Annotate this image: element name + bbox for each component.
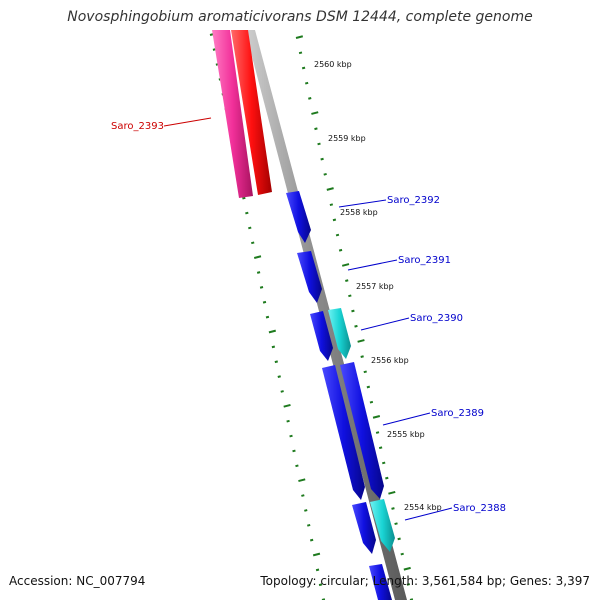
scale-tick — [388, 490, 396, 495]
gene-features — [212, 30, 395, 600]
scale-tick — [253, 255, 262, 259]
scale-tick — [385, 476, 389, 480]
scale-tick — [332, 218, 337, 222]
scale-tick — [357, 339, 365, 343]
scale-tick — [369, 400, 374, 404]
scale-tick — [304, 81, 309, 85]
scale-tick — [317, 142, 321, 146]
scale-tick — [271, 345, 276, 349]
scale-tick — [256, 271, 261, 274]
scale-tick — [268, 329, 276, 334]
scale-tick — [318, 583, 323, 587]
scale-tick — [329, 203, 334, 207]
scale-labels: 2560 kbp 2559 kbp 2558 kbp 2557 kbp 2556… — [314, 60, 442, 512]
scale-tick — [354, 324, 358, 328]
scale-tick — [262, 300, 267, 304]
gene-label-saro-2390[interactable]: Saro_2390 — [410, 313, 463, 324]
scale-label: 2557 kbp — [356, 282, 394, 291]
scale-tick — [338, 248, 343, 252]
gene-arrow-saro-2388[interactable] — [370, 499, 395, 552]
scale-tick — [397, 537, 401, 541]
scale-tick — [280, 390, 284, 393]
scale-tick — [251, 241, 255, 245]
gene-label-leaders — [163, 117, 453, 521]
scale-tick — [351, 309, 355, 313]
scale-label: 2558 kbp — [340, 208, 378, 217]
scale-tick — [403, 566, 411, 571]
scale-tick — [265, 315, 270, 319]
gene-labels: Saro_2393 Saro_2392 Saro_2391 Saro_2390 … — [111, 121, 506, 514]
scale-tick — [341, 263, 350, 267]
gene-label-saro-2388[interactable]: Saro_2388 — [453, 503, 506, 514]
scale-tick — [309, 538, 314, 542]
genome-summary-text: Topology: circular; Length: 3,561,584 bp… — [260, 574, 590, 588]
scale-tick — [308, 97, 312, 100]
scale-tick — [372, 415, 381, 419]
scale-tick — [295, 35, 304, 39]
gene-label-saro-2391[interactable]: Saro_2391 — [398, 255, 451, 266]
scale-tick — [311, 111, 319, 115]
scale-tick — [292, 449, 296, 453]
scale-tick — [314, 127, 318, 131]
scale-tick — [283, 403, 291, 408]
scale-label: 2554 kbp — [404, 503, 442, 512]
gene-arrow-saro-2392[interactable] — [286, 191, 311, 243]
scale-tick — [378, 446, 383, 450]
scale-tick — [382, 461, 386, 465]
gene-arrow-saro-2389[interactable] — [340, 362, 384, 499]
scale-tick — [301, 494, 305, 497]
scale-tick — [245, 211, 249, 215]
scale-label: 2555 kbp — [387, 430, 425, 439]
scale-tick — [298, 478, 306, 483]
scale-tick — [360, 355, 364, 358]
scale-tick — [242, 196, 246, 200]
gene-arrow-saro-2390[interactable] — [328, 308, 351, 359]
genome-title: Novosphingobium aromaticivorans DSM 1244… — [67, 9, 533, 25]
scale-tick — [320, 157, 324, 161]
scale-tick — [315, 568, 320, 572]
gene-arrow-blue-2390-left[interactable] — [310, 311, 333, 361]
scale-label: 2560 kbp — [314, 60, 352, 69]
scale-tick — [406, 583, 411, 586]
scale-tick — [286, 419, 290, 423]
scale-tick — [259, 286, 264, 289]
scale-tick — [289, 434, 293, 438]
scale-tick — [274, 360, 279, 364]
scale-tick — [304, 509, 308, 512]
accession-text: Accession: NC_007794 — [9, 574, 146, 588]
scale-tick — [295, 464, 299, 468]
scale-tick — [323, 172, 327, 176]
scale-tick — [301, 66, 306, 70]
gene-arrow-blue-2388-left[interactable] — [352, 502, 376, 554]
gene-bar-bottom — [369, 564, 392, 600]
scale-tick — [363, 370, 367, 374]
scale-ticks-right — [295, 35, 414, 600]
scale-tick — [400, 552, 404, 556]
scale-tick — [375, 431, 380, 434]
gene-arrow-saro-2391[interactable] — [297, 251, 322, 303]
scale-tick — [326, 187, 334, 191]
gene-label-saro-2392[interactable]: Saro_2392 — [387, 195, 440, 206]
scale-tick — [277, 375, 281, 378]
scale-tick — [307, 523, 311, 527]
scale-tick — [345, 279, 349, 282]
scale-tick — [394, 522, 398, 526]
gene-bar-red[interactable] — [231, 30, 272, 195]
scale-tick — [298, 51, 303, 55]
gene-bar-saro-2393[interactable] — [212, 30, 253, 198]
scale-tick — [366, 385, 371, 389]
scale-tick — [335, 233, 340, 237]
scale-label: 2559 kbp — [328, 134, 366, 143]
scale-tick — [312, 552, 321, 557]
gene-label-saro-2389[interactable]: Saro_2389 — [431, 408, 484, 419]
scale-label: 2556 kbp — [371, 356, 409, 365]
scale-tick — [248, 226, 252, 230]
scale-tick — [391, 507, 395, 510]
gene-label-saro-2393[interactable]: Saro_2393 — [111, 121, 164, 132]
gene-arrow-blue-2389-left[interactable] — [322, 365, 365, 500]
scale-tick — [348, 294, 352, 298]
